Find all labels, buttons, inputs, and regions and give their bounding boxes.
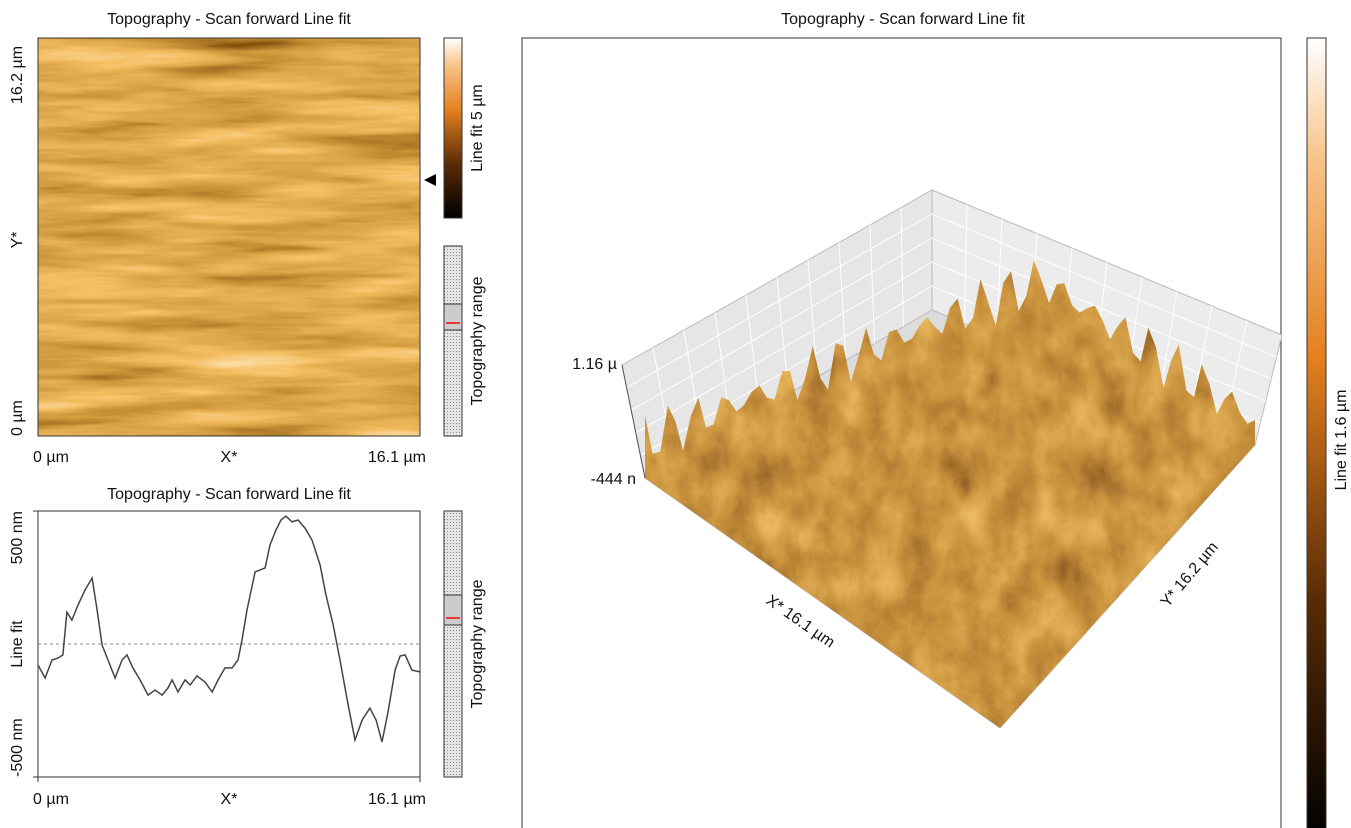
page: {"image_panel": {"title": "Topography - … [0,0,1351,828]
range-label: Topography range [469,276,486,405]
colorbar-marker[interactable] [424,174,436,186]
y-tick-label: 500 nm [9,511,26,564]
y-tick-label: 0 µm [9,400,26,436]
x-axis-label: X* [221,791,238,808]
range-slider[interactable] [444,511,462,777]
topography-image [38,38,420,436]
z-tick-label: 1.16 µ [572,356,617,373]
colorbar-label: Line fit 5 µm [469,84,486,171]
colorbar [444,38,462,218]
x-tick-label: 0 µm [33,791,69,808]
panel-title: Topography - Scan forward Line fit [107,11,351,28]
z-tick-label: -444 n [591,471,636,488]
x-tick-label: 0 µm [33,449,69,466]
y-tick-label: 16.2 µm [9,46,26,104]
screen: Topography - Scan forward Line fit 16.2 … [0,0,1351,828]
range-slider[interactable] [444,246,462,436]
range-handle[interactable] [444,304,462,330]
chart-title: Topography - Scan forward Line fit [107,486,351,503]
x-tick-label: 16.1 µm [368,791,426,808]
x-tick-label: 16.1 µm [368,449,426,466]
x-axis-label: X* [221,449,238,466]
line-profile: Topography - Scan forward Line fit Line … [9,486,486,808]
range-label: Topography range [469,579,486,708]
colorbar-label: Line fit 1.6 µm [1333,390,1350,491]
y-tick-label: -500 nm [9,718,26,777]
range-handle[interactable] [444,595,462,625]
y-axis-label: Y* [9,232,26,249]
y-axis-label: Line fit [9,620,26,668]
colorbar [1307,38,1326,828]
panel-title: Topography - Scan forward Line fit [781,11,1025,28]
